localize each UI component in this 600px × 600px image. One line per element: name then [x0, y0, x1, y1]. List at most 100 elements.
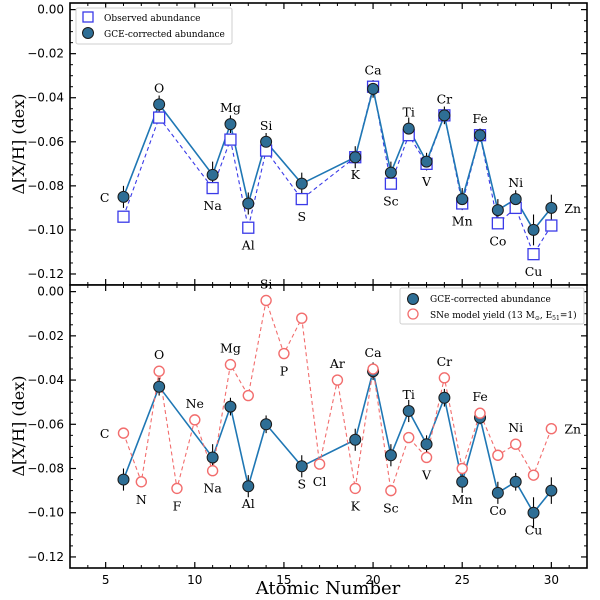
gce-point-S: [295, 460, 308, 473]
gce-point-Ti: [402, 405, 415, 418]
top-legend: Observed abundance GCE-corrected abundan…: [75, 7, 233, 45]
element-label-F: F: [173, 498, 182, 513]
element-label-S: S: [297, 209, 306, 224]
gce-point-Cu: [527, 223, 540, 236]
y-tick-label: −0.06: [27, 417, 64, 431]
element-label-Cu: Cu: [525, 264, 543, 279]
element-label-Fe: Fe: [472, 111, 487, 126]
element-label-Na: Na: [203, 198, 222, 213]
gce-point-Sc: [384, 449, 397, 462]
gce-point-Cr: [438, 109, 451, 122]
sne-model-point-K: [349, 482, 361, 495]
sne-model-point-Si: [260, 294, 272, 307]
observed-point-Cu: [527, 248, 540, 261]
sne-model-point-Ni: [509, 438, 522, 450]
y-tick-label: −0.08: [27, 462, 64, 476]
bottom-legend-box: [399, 287, 585, 325]
gce-point-Si: [260, 418, 273, 431]
sne-model-point-Mg: [224, 358, 237, 371]
observed-point-C: [117, 210, 130, 223]
gce-point-Mn: [456, 193, 469, 206]
element-label-Mn: Mn: [452, 213, 473, 228]
top-legend-entry-observed: Observed abundance: [104, 14, 200, 24]
element-label-Ne: Ne: [186, 396, 204, 411]
bottom-y-axis-title: Δ[X/H] (dex): [9, 375, 28, 476]
gce-point-V: [420, 155, 433, 168]
element-label-V: V: [421, 467, 432, 482]
y-tick-label: 0.00: [37, 285, 64, 299]
y-tick-label: −0.04: [27, 373, 64, 387]
x-tick-label: 25: [455, 573, 470, 587]
observed-point-Sc: [384, 177, 398, 190]
gce-point-S: [295, 177, 308, 190]
gce-point-Sc: [384, 166, 397, 179]
element-label-Mn: Mn: [452, 492, 473, 507]
element-label-S: S: [297, 476, 306, 491]
y-tick-label: −0.08: [27, 179, 64, 193]
sne-model-point-Sc: [385, 484, 397, 497]
y-tick-label: −0.12: [27, 267, 64, 281]
gce-point-Ti: [402, 122, 415, 135]
bottom-legend: GCE-corrected abundance SNe model yield …: [399, 287, 585, 325]
top-legend-entry-gce: GCE-corrected abundance: [104, 30, 225, 40]
gce-point-Si: [260, 135, 273, 148]
sne-model-point-Ne: [189, 414, 201, 426]
element-label-Ar: Ar: [329, 356, 345, 371]
bottom-legend-entry-gce: GCE-corrected abundance: [430, 295, 551, 305]
gce-point-Mg: [224, 400, 237, 413]
observed-point-Mg: [224, 133, 237, 146]
sne-model-point-P: [278, 347, 290, 360]
observed-point-Zn: [545, 219, 558, 232]
sne-model-point-Fe: [474, 407, 486, 419]
bottom-legend-entry-sne: SNe model yield (13 M⊙, E51=1): [430, 310, 577, 322]
gce-point-Co: [491, 486, 504, 499]
gce-point-Cu: [527, 506, 540, 519]
element-label-Sc: Sc: [383, 194, 399, 209]
element-label-P: P: [280, 364, 288, 379]
y-tick-label: −0.10: [27, 223, 64, 237]
y-tick-label: −0.06: [27, 135, 64, 149]
sne-model-point-S: [296, 312, 308, 324]
x-axis-title: Atomic Number: [255, 578, 401, 599]
gce-point-Co: [491, 204, 504, 217]
observed-point-Al: [242, 221, 255, 234]
legend-open-circle-marker: [407, 308, 419, 320]
element-label-Cl: Cl: [313, 474, 327, 489]
x-tick-label: 15: [276, 573, 291, 587]
sne-model-point-Mn: [456, 462, 468, 475]
sne-model-point-Co: [492, 449, 504, 461]
element-label-K: K: [351, 167, 361, 182]
element-label-C: C: [100, 190, 110, 205]
y-tick-label: −0.10: [27, 506, 64, 520]
bottom-panel-frame: [69, 284, 588, 569]
element-label-Al: Al: [241, 496, 255, 511]
element-label-Si: Si: [260, 118, 273, 133]
element-label-Zn: Zn: [564, 422, 581, 437]
sne-model-point-Zn: [545, 423, 558, 435]
top-panel-frame: [69, 2, 588, 286]
top-y-axis-title: Δ[X/H] (dex): [9, 93, 28, 194]
gce-point-Al: [242, 197, 255, 210]
legend-circle-marker: [407, 293, 419, 305]
sne-model-point-C: [117, 427, 130, 439]
observed-point-Co: [491, 217, 505, 230]
gce-point-Na: [206, 451, 219, 464]
element-label-O: O: [154, 80, 164, 95]
sne-model-point-Na: [206, 465, 219, 477]
element-label-V: V: [421, 174, 432, 189]
bottom-panel: 0.00 −0.02 −0.04 −0.06 −0.08 −0.10 −0.12 5 10 15 2…: [9, 276, 588, 599]
x-tick-label: 5: [102, 573, 110, 587]
gce-point-Zn: [545, 484, 558, 497]
element-label-Ca: Ca: [365, 345, 383, 360]
gce-point-C: [117, 190, 130, 203]
top-legend-box: [75, 7, 233, 45]
x-tick-label: 20: [365, 573, 380, 587]
sne-model-point-O: [153, 365, 165, 377]
y-tick-label: −0.12: [27, 550, 64, 564]
sne-model-point-Cr: [438, 372, 451, 384]
element-label-Na: Na: [203, 481, 222, 496]
element-label-Mg: Mg: [220, 341, 241, 356]
element-label-Si: Si: [260, 276, 273, 291]
element-label-Cr: Cr: [437, 91, 453, 106]
